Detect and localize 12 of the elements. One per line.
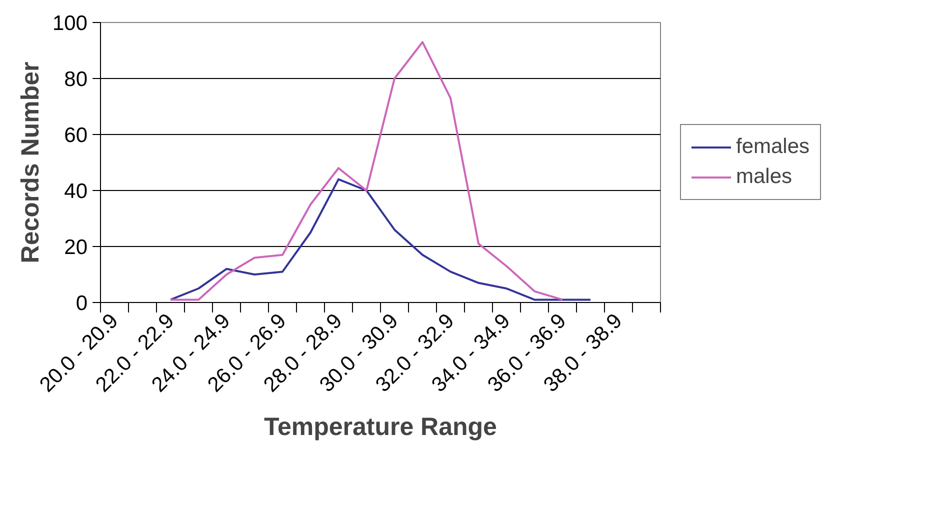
x-axis-title: Temperature Range — [264, 412, 498, 441]
y-tick-label: 100 — [52, 12, 88, 35]
y-tick-label: 20 — [64, 236, 88, 259]
line-series — [170, 41, 564, 301]
y-tick-label: 40 — [64, 180, 88, 203]
y-tick-label: 60 — [64, 124, 88, 147]
legend-label: females — [736, 135, 810, 159]
line-series — [170, 178, 592, 301]
y-tick-label: 80 — [64, 68, 88, 91]
y-axis-title: Records Number — [16, 62, 44, 264]
legend-label: males — [736, 165, 792, 189]
y-tick-label: 0 — [76, 292, 88, 315]
